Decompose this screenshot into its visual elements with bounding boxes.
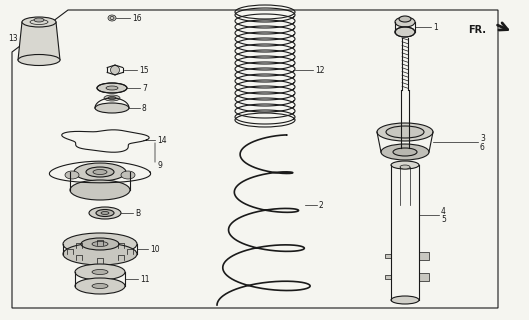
Ellipse shape — [18, 54, 60, 66]
Ellipse shape — [381, 144, 429, 160]
Ellipse shape — [22, 17, 56, 27]
Text: 3: 3 — [480, 133, 485, 142]
Ellipse shape — [75, 278, 125, 294]
Text: 6: 6 — [480, 142, 485, 151]
Ellipse shape — [86, 167, 114, 177]
Ellipse shape — [106, 86, 118, 90]
Polygon shape — [385, 254, 391, 258]
Ellipse shape — [386, 126, 424, 138]
Ellipse shape — [93, 170, 107, 174]
Ellipse shape — [391, 161, 419, 169]
Polygon shape — [385, 275, 391, 279]
Ellipse shape — [34, 18, 44, 22]
Ellipse shape — [92, 269, 108, 275]
Ellipse shape — [391, 296, 419, 304]
Ellipse shape — [65, 171, 79, 179]
Ellipse shape — [96, 210, 114, 217]
Ellipse shape — [95, 103, 129, 113]
Text: 2: 2 — [319, 201, 324, 210]
Ellipse shape — [108, 97, 116, 100]
Ellipse shape — [89, 207, 121, 219]
Ellipse shape — [377, 123, 433, 141]
Ellipse shape — [92, 284, 108, 289]
Ellipse shape — [400, 165, 410, 169]
Ellipse shape — [399, 16, 411, 22]
Ellipse shape — [70, 180, 130, 200]
Text: 9: 9 — [157, 161, 162, 170]
Ellipse shape — [97, 83, 127, 93]
Ellipse shape — [92, 242, 108, 246]
Text: 12: 12 — [315, 66, 324, 75]
Ellipse shape — [108, 15, 116, 21]
Ellipse shape — [395, 27, 415, 37]
Text: 10: 10 — [150, 244, 160, 253]
Ellipse shape — [104, 95, 120, 101]
Polygon shape — [18, 22, 60, 60]
Text: FR.: FR. — [468, 25, 486, 35]
Text: 11: 11 — [140, 275, 150, 284]
Ellipse shape — [63, 243, 137, 265]
Ellipse shape — [121, 171, 135, 179]
Text: 4: 4 — [441, 207, 446, 217]
Ellipse shape — [81, 238, 119, 250]
Circle shape — [111, 66, 120, 75]
Ellipse shape — [74, 163, 126, 181]
Text: 13: 13 — [8, 34, 17, 43]
Ellipse shape — [63, 233, 137, 255]
Polygon shape — [419, 273, 429, 281]
Text: 7: 7 — [142, 84, 147, 92]
Ellipse shape — [393, 148, 417, 156]
Text: 8: 8 — [142, 103, 147, 113]
Text: 14: 14 — [157, 135, 167, 145]
Ellipse shape — [395, 17, 415, 27]
Text: 16: 16 — [132, 13, 142, 22]
Text: B: B — [135, 209, 140, 218]
Text: 5: 5 — [441, 215, 446, 225]
Text: 1: 1 — [433, 22, 438, 31]
Ellipse shape — [101, 212, 109, 214]
Ellipse shape — [75, 264, 125, 280]
Text: 15: 15 — [139, 66, 149, 75]
Polygon shape — [419, 252, 429, 260]
